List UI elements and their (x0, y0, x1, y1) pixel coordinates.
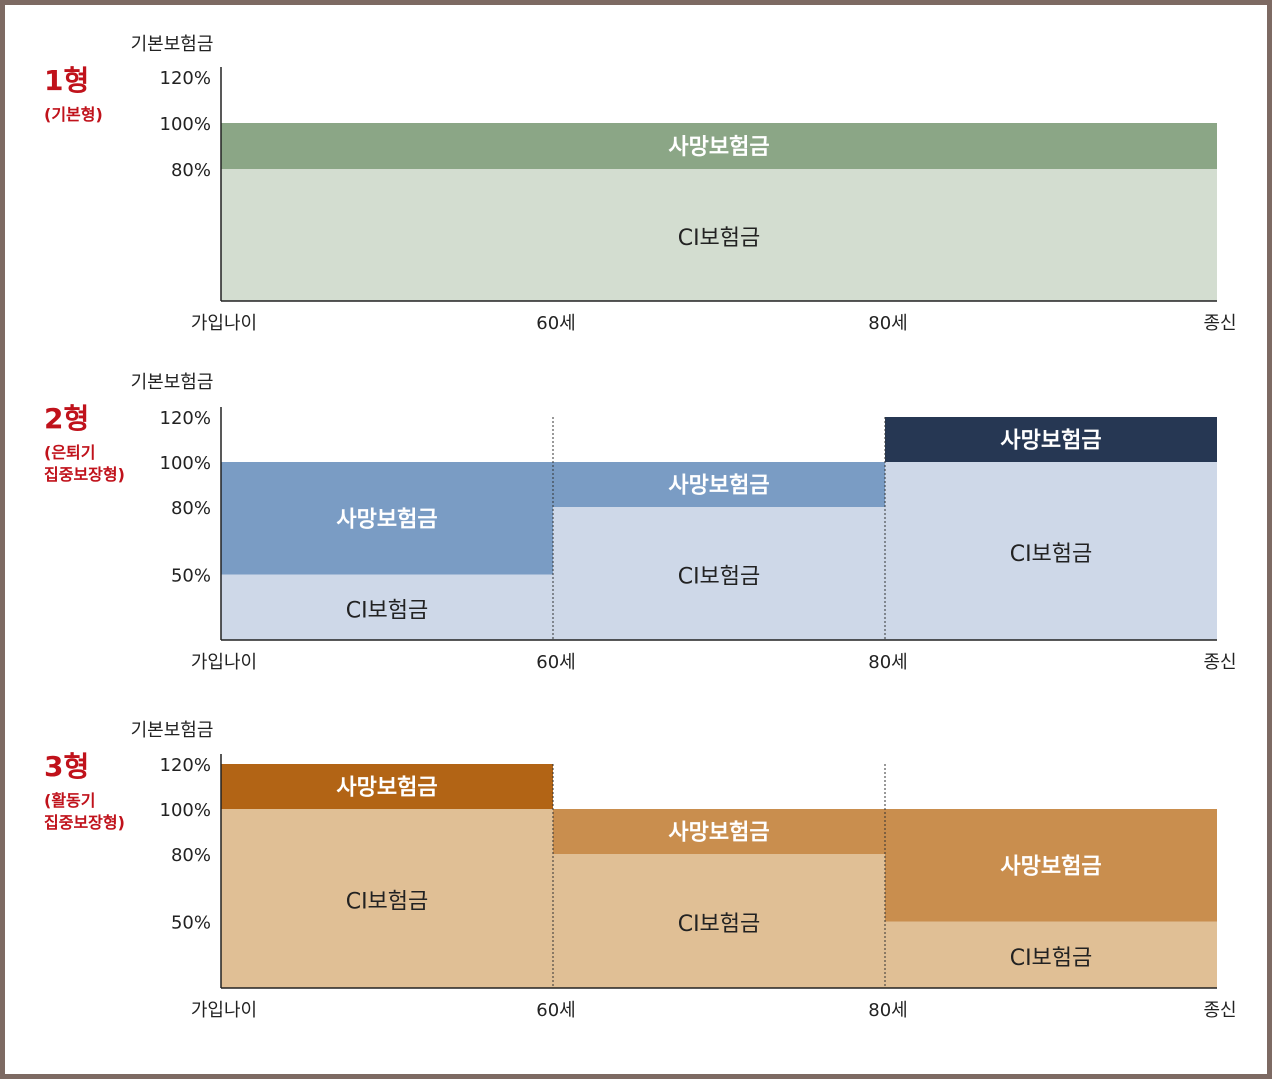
death-benefit-bar (221, 462, 553, 575)
ci-benefit-label: CI보험금 (1010, 542, 1093, 567)
y-tick-label: 100% (160, 114, 211, 135)
death-benefit-bar (885, 809, 1217, 922)
x-tick-label: 80세 (868, 652, 907, 673)
ci-benefit-bar (221, 169, 1217, 301)
death-benefit-bar (553, 809, 885, 854)
y-tick-label: 100% (160, 453, 211, 474)
y-axis-label: 기본보험금 (131, 372, 214, 393)
death-benefit-label: 사망보험금 (1000, 853, 1101, 879)
x-tick-label: 60세 (536, 313, 575, 334)
y-tick-label: 120% (160, 755, 211, 776)
ci-benefit-label: CI보험금 (678, 912, 761, 937)
death-benefit-label: 사망보험금 (668, 134, 769, 160)
type-label: 1형 (44, 64, 89, 97)
x-tick-label: 80세 (868, 1000, 907, 1021)
ci-benefit-bar (553, 507, 885, 640)
death-benefit-bar (221, 764, 553, 809)
ci-benefit-bar (885, 921, 1217, 988)
y-tick-label: 100% (160, 800, 211, 821)
x-tick-label: 60세 (536, 652, 575, 673)
x-tick-label: 가입나이 (191, 313, 257, 334)
ci-benefit-bar (553, 854, 885, 988)
type-label: 3형 (44, 750, 89, 783)
death-benefit-bar (221, 123, 1217, 169)
ci-benefit-label: CI보험금 (346, 890, 429, 915)
type-sublabel: (기본형) (44, 105, 103, 124)
ci-benefit-bar (221, 574, 553, 640)
death-benefit-label: 사망보험금 (668, 820, 769, 846)
type-sublabel: (활동기 (44, 791, 95, 810)
y-axis-label: 기본보험금 (131, 720, 214, 741)
death-benefit-label: 사망보험금 (336, 506, 437, 532)
ci-benefit-bar (885, 462, 1217, 640)
ci-benefit-label: CI보험금 (678, 565, 761, 590)
ci-benefit-bar (221, 809, 553, 988)
y-axis-label: 기본보험금 (131, 34, 214, 55)
death-benefit-bar (553, 462, 885, 507)
y-tick-label: 120% (160, 68, 211, 89)
ci-benefit-label: CI보험금 (678, 226, 761, 251)
death-benefit-label: 사망보험금 (336, 775, 437, 801)
type-label: 2형 (44, 402, 89, 435)
x-tick-label: 종신 (1203, 1000, 1236, 1021)
x-tick-label: 60세 (536, 1000, 575, 1021)
type-sublabel: 집중보장형) (44, 813, 125, 832)
y-tick-label: 120% (160, 408, 211, 429)
x-tick-label: 가입나이 (191, 652, 257, 673)
y-tick-label: 50% (171, 566, 211, 587)
death-benefit-bar (885, 417, 1217, 462)
ci-benefit-label: CI보험금 (346, 598, 429, 623)
death-benefit-label: 사망보험금 (668, 473, 769, 499)
x-tick-label: 80세 (868, 313, 907, 334)
y-tick-label: 80% (171, 845, 211, 866)
x-tick-label: 종신 (1203, 313, 1236, 334)
x-tick-label: 종신 (1203, 652, 1236, 673)
y-tick-label: 80% (171, 160, 211, 181)
ci-benefit-label: CI보험금 (1010, 946, 1093, 971)
y-tick-label: 80% (171, 498, 211, 519)
x-tick-label: 가입나이 (191, 1000, 257, 1021)
y-tick-label: 50% (171, 913, 211, 934)
type-sublabel: (은퇴기 (44, 443, 95, 462)
death-benefit-label: 사망보험금 (1000, 428, 1101, 454)
type-sublabel: 집중보장형) (44, 465, 125, 484)
